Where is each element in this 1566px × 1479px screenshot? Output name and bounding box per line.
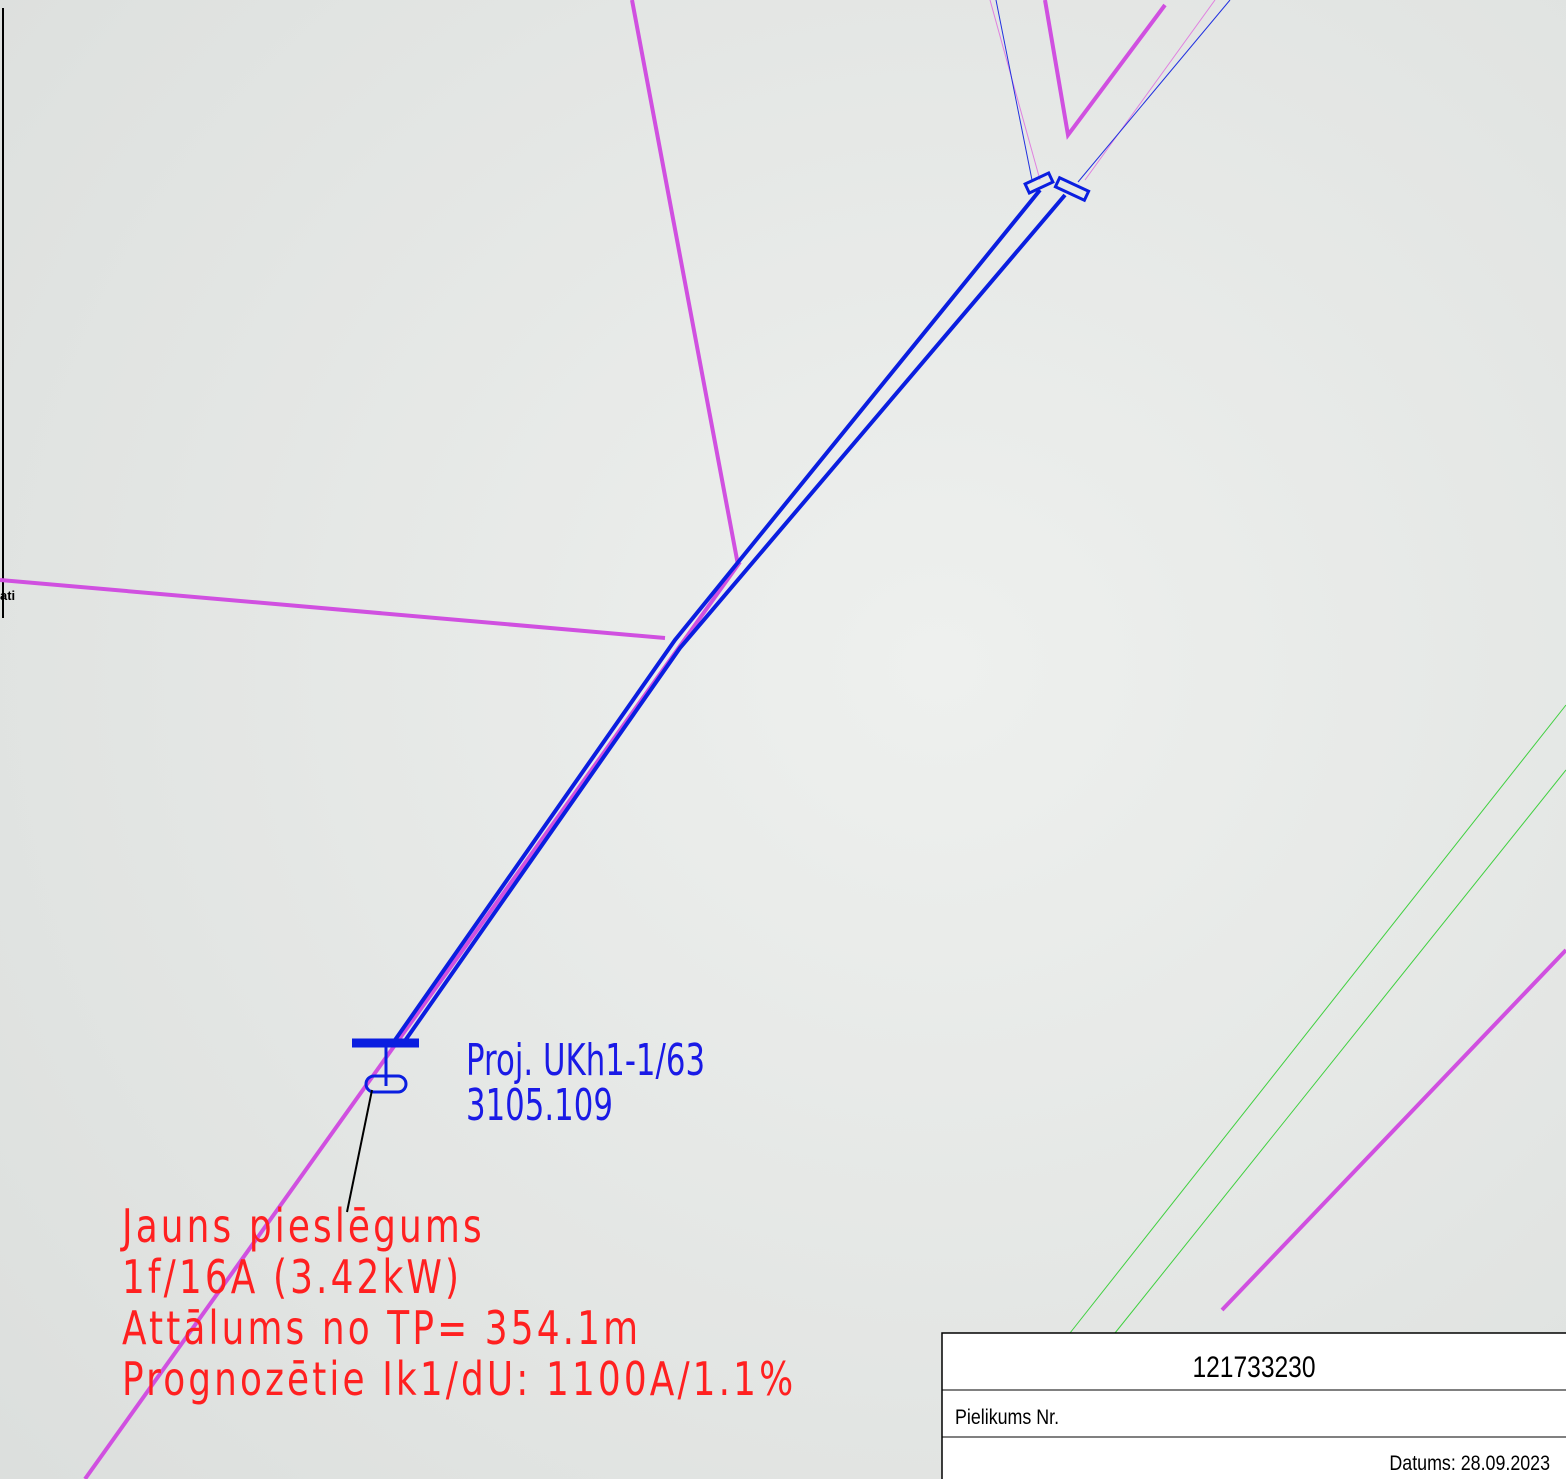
map: ati Proj. UKh1-1/63 3105.109 Jauns piesl… [0, 0, 1566, 1479]
note-line: Jauns pieslēgums [119, 1200, 484, 1254]
note-line: Attālums no TP= 354.1m [122, 1302, 641, 1356]
document-number: 121733230 [1192, 1350, 1315, 1384]
appendix-label: Pielikums Nr. [955, 1406, 1059, 1430]
project-name: Proj. UKh1-1/63 [466, 1034, 705, 1085]
project-code: 3105.109 [466, 1079, 613, 1130]
title-block: 121733230 Pielikums Nr. Datums: 28.09.20… [942, 1333, 1566, 1479]
note-line: 1f/16A (3.42kW) [122, 1251, 462, 1305]
note-line: Prognozētie Ik1/dU: 1100A/1.1% [122, 1353, 796, 1407]
date-label: Datums: 28.09.2023 [1389, 1452, 1550, 1476]
side-label: ati [0, 588, 15, 603]
